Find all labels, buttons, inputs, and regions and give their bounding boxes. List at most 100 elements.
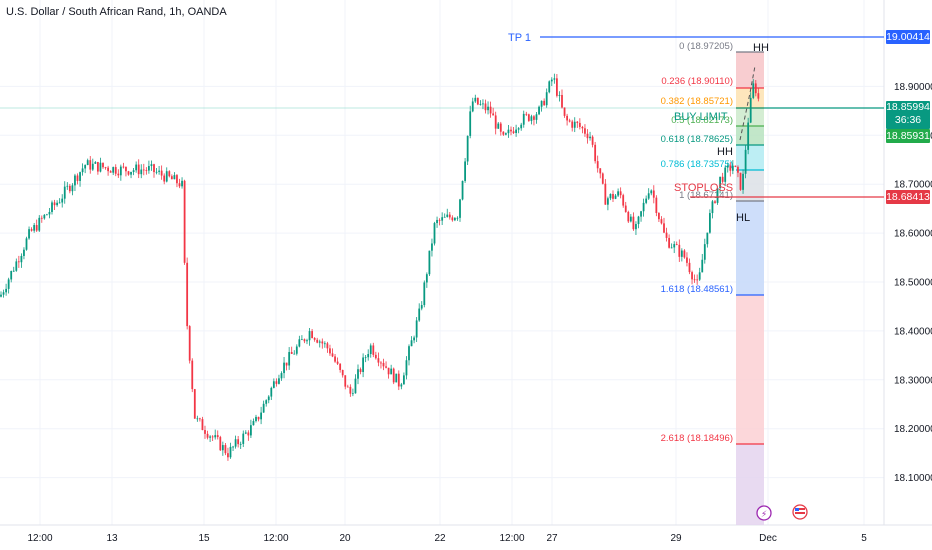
- candle-body: [604, 183, 607, 205]
- candle-body: [58, 202, 61, 204]
- candle-body: [525, 113, 528, 115]
- candle-body: [530, 116, 533, 121]
- bar-countdown: 36:36: [894, 114, 922, 126]
- candle-body: [479, 103, 482, 105]
- candle-body: [181, 180, 183, 187]
- candle-body: [724, 167, 727, 182]
- candle-body: [303, 339, 306, 342]
- lightning-icon-glyph: ⚡: [761, 510, 767, 520]
- candle-body: [339, 363, 342, 371]
- candle-body: [566, 115, 568, 121]
- candle-body: [545, 92, 548, 106]
- candle-body: [119, 166, 122, 176]
- candle-body: [642, 202, 645, 212]
- candle-body: [647, 193, 650, 199]
- candle-body: [494, 115, 497, 129]
- buy-limit-price-tag: 18.85931: [886, 129, 930, 143]
- candle-body: [561, 95, 563, 108]
- candle-body: [221, 445, 224, 451]
- candle-body: [581, 126, 584, 129]
- candle-body: [446, 214, 449, 217]
- candle-body: [66, 185, 69, 187]
- x-axis-tick-label: 12:00: [27, 533, 52, 544]
- candle-body: [476, 97, 479, 105]
- candle-body: [614, 195, 617, 199]
- candle-body: [267, 396, 270, 401]
- candle-body: [464, 161, 466, 181]
- candle-body: [413, 337, 415, 341]
- candle-body: [589, 136, 591, 139]
- candle-body: [270, 387, 273, 397]
- x-axis-tick-label: 27: [546, 533, 558, 544]
- candle-body: [91, 163, 94, 170]
- candle-body: [12, 270, 15, 272]
- candle-body: [211, 436, 214, 438]
- y-axis-tick-label: 18.70000: [894, 180, 932, 191]
- candle-body: [349, 386, 352, 394]
- x-axis-tick-label: 5: [861, 533, 867, 544]
- candle-body: [216, 435, 219, 438]
- candle-body: [193, 389, 196, 419]
- candle-body: [660, 219, 663, 224]
- us-flag-stripe: [795, 508, 805, 510]
- fib-zone: [736, 126, 764, 145]
- candle-body: [33, 225, 36, 231]
- candle-body: [17, 261, 20, 263]
- candle-body: [374, 354, 377, 359]
- x-axis-tick-label: 12:00: [499, 533, 524, 544]
- candle-body: [387, 367, 390, 375]
- candle-body: [377, 358, 380, 363]
- y-axis-tick-label: 18.20000: [894, 424, 932, 435]
- candle-body: [680, 250, 683, 257]
- candle-body: [257, 416, 260, 420]
- candle-body: [209, 436, 211, 438]
- candle-body: [703, 244, 706, 260]
- fib-level-label: 0.382 (18.85721): [661, 96, 733, 107]
- fib-level-label: 0.236 (18.90110): [661, 76, 733, 87]
- candle-body: [390, 368, 393, 375]
- candle-body: [576, 121, 579, 123]
- candle-body: [272, 381, 275, 388]
- candle-body: [578, 122, 581, 127]
- candle-body: [369, 345, 372, 355]
- candle-body: [619, 191, 622, 196]
- candle-body: [122, 166, 125, 168]
- stoploss-label: STOPLOSS: [674, 182, 733, 194]
- candle-body: [260, 412, 262, 420]
- candle-body: [584, 128, 586, 134]
- candle-body: [102, 162, 104, 168]
- candle-body: [278, 378, 280, 384]
- candle-body: [395, 373, 398, 383]
- candle-body: [658, 212, 660, 220]
- candle-body: [515, 129, 517, 133]
- candle-body: [711, 201, 714, 214]
- candle-body: [51, 202, 53, 212]
- candle-body: [397, 373, 400, 387]
- candle-body: [306, 340, 308, 342]
- candle-body: [89, 160, 92, 170]
- candle-body: [548, 81, 551, 93]
- candle-body: [165, 171, 168, 182]
- candle-body: [229, 446, 232, 458]
- candle-body: [652, 190, 655, 198]
- candle-body: [2, 292, 5, 295]
- candle-body: [160, 170, 163, 176]
- candle-body: [484, 103, 487, 111]
- candle-body: [527, 114, 530, 121]
- candle-body: [754, 83, 757, 94]
- candle-body: [132, 170, 135, 172]
- candle-body: [265, 400, 268, 404]
- candle-body: [43, 214, 46, 219]
- last-price-value: 18.85994: [886, 101, 930, 113]
- candle-body: [30, 229, 33, 231]
- candle-body: [168, 171, 171, 177]
- candle-body: [688, 262, 691, 273]
- candle-body: [285, 362, 288, 366]
- candle-body: [451, 217, 454, 221]
- candle-body: [311, 331, 313, 338]
- candle-body: [61, 198, 64, 203]
- candle-body: [336, 361, 339, 364]
- candle-body: [99, 162, 102, 172]
